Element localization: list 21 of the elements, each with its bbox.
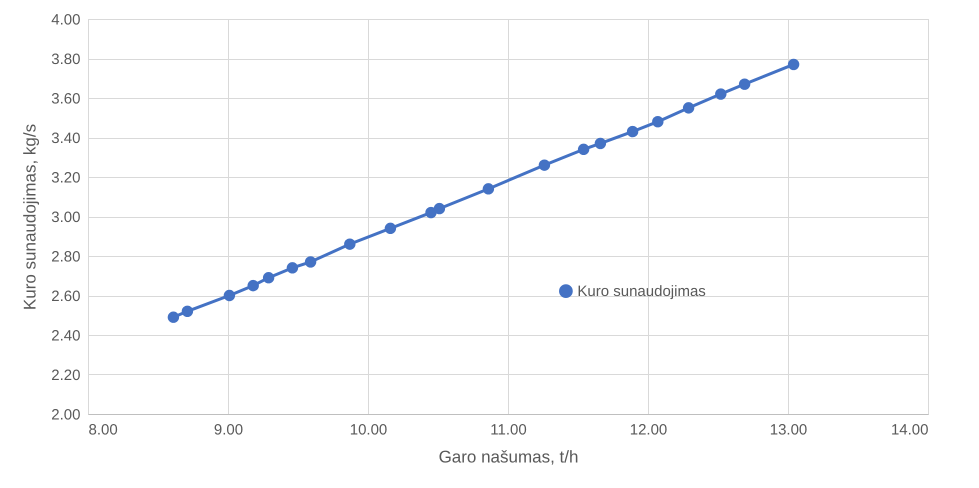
x-tick-label: 8.00 [88,422,118,438]
y-tick-label: 2.40 [51,328,80,344]
y-tick-label: 4.00 [51,12,80,28]
x-axis-title: Garo našumas, t/h [438,448,578,466]
y-tick-label: 3.40 [51,130,80,147]
x-tick-label: 13.00 [770,422,808,438]
y-tick-label: 3.60 [51,90,80,108]
y-tick-label: 2.80 [51,248,80,266]
x-tick-label: 14.00 [890,422,928,438]
x-tick-label: 10.00 [350,422,388,438]
y-tick-label: 3.80 [51,51,80,68]
y-tick-label: 2.60 [51,288,80,305]
x-tick-label: 9.00 [214,422,244,438]
x-tick-label: 11.00 [490,422,527,438]
y-tick-label: 3.20 [51,170,80,186]
legend-label: Kuro sunaudojimas [577,283,706,300]
y-tick-label: 2.00 [51,406,80,424]
y-axis-title: Kuro sunaudojimas, kg/s [20,124,40,310]
y-tick-label: 2.20 [51,367,80,384]
x-tick-label: 12.00 [630,422,668,438]
y-tick-label: 3.00 [51,209,80,226]
